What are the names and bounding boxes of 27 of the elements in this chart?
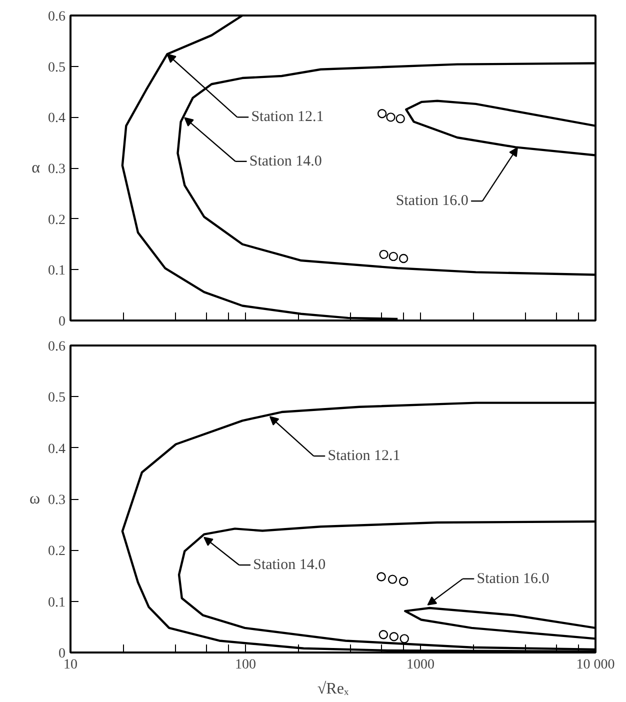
annotation: Station 12.1 xyxy=(328,448,400,464)
y-axis-title: ω xyxy=(29,490,40,508)
x-tick-label: 100 xyxy=(235,658,256,672)
y-tick-label: 0.5 xyxy=(48,60,66,76)
y-tick-label: 0.1 xyxy=(48,595,66,610)
x-tick-label: 10 xyxy=(64,658,78,672)
y-tick-label: 0.4 xyxy=(48,111,66,126)
y-tick-label: 0.2 xyxy=(48,544,66,560)
annotation: Station 14.0 xyxy=(249,153,322,170)
x-tick-label: 10 000 xyxy=(576,658,615,672)
y-tick-label: 0.6 xyxy=(48,340,66,354)
y-tick-label: 0.3 xyxy=(48,493,66,508)
y-tick-label: 0.5 xyxy=(48,390,66,406)
y-tick-label: 0 xyxy=(58,314,66,330)
y-tick-label: 0.6 xyxy=(48,10,66,24)
y-tick-label: 0.3 xyxy=(48,162,66,177)
x-tick-label: 1000 xyxy=(406,658,434,672)
annotation: Station 14.0 xyxy=(253,557,326,574)
y-tick-label: 0.2 xyxy=(48,212,66,228)
y-tick-label: 0 xyxy=(58,646,66,662)
y-tick-label: 0.1 xyxy=(48,264,66,279)
annotation: Station 12.1 xyxy=(251,109,324,126)
y-tick-label: 0.4 xyxy=(48,442,66,457)
x-axis-title: √Reₓ xyxy=(317,680,349,698)
y-axis-title: α xyxy=(32,160,41,176)
annotation: Station 16.0 xyxy=(396,193,468,210)
annotation: Station 16.0 xyxy=(476,570,550,587)
